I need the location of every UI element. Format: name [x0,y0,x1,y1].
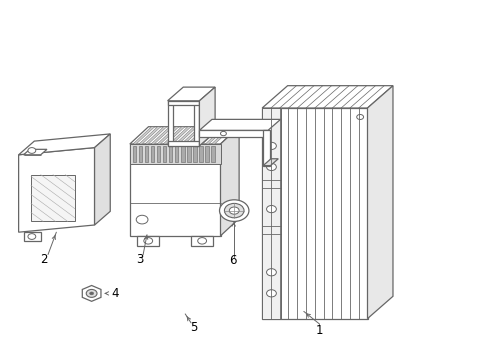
Bar [181,146,185,162]
Bar [31,175,75,221]
Polygon shape [212,127,233,144]
Bar [133,146,136,162]
Bar [187,146,191,162]
Polygon shape [199,120,281,130]
Bar [193,146,196,162]
Circle shape [28,234,36,239]
Circle shape [224,203,244,218]
Polygon shape [19,148,95,232]
Bar [130,144,220,236]
Bar [212,146,215,162]
Bar [205,146,209,162]
Text: 2: 2 [40,253,48,266]
Bar [157,146,160,162]
Polygon shape [169,127,191,144]
Polygon shape [168,87,215,101]
Bar [169,146,172,162]
Polygon shape [199,127,221,144]
Bar [163,146,167,162]
Polygon shape [368,86,393,319]
Text: 5: 5 [190,321,197,334]
Text: 1: 1 [316,324,323,337]
Polygon shape [163,127,185,144]
Circle shape [28,148,36,153]
Bar [262,108,281,319]
Polygon shape [130,127,239,144]
Circle shape [357,114,364,120]
Bar [151,146,154,162]
Polygon shape [205,127,227,144]
Bar [137,236,159,246]
Bar [199,130,268,137]
Polygon shape [157,127,179,144]
Polygon shape [151,127,173,144]
Polygon shape [220,127,239,236]
Circle shape [197,238,206,244]
Bar [139,146,142,162]
Polygon shape [139,127,161,144]
Circle shape [267,142,276,149]
Bar [194,101,199,146]
Polygon shape [95,134,110,225]
Polygon shape [181,127,203,144]
Circle shape [267,206,276,213]
Bar [175,146,178,162]
Text: 6: 6 [229,255,237,267]
Bar [168,141,199,146]
Polygon shape [82,285,101,301]
Polygon shape [262,86,393,108]
Bar [191,236,213,246]
Circle shape [90,292,94,295]
Circle shape [86,289,97,297]
Circle shape [267,290,276,297]
Polygon shape [145,127,167,144]
Circle shape [136,215,148,224]
Polygon shape [24,149,47,155]
Polygon shape [187,127,209,144]
Bar [24,232,41,241]
Text: 4: 4 [112,287,119,300]
Circle shape [267,163,276,171]
Bar [199,146,203,162]
Bar [145,146,148,162]
Bar [130,144,220,164]
Bar [168,101,173,146]
Circle shape [229,207,239,214]
Circle shape [267,269,276,276]
Bar [262,108,368,319]
Bar [263,130,270,166]
Polygon shape [193,127,215,144]
Text: 3: 3 [136,253,144,266]
Polygon shape [199,87,215,146]
Circle shape [220,131,226,136]
Circle shape [144,238,153,244]
Polygon shape [19,134,110,155]
Polygon shape [263,159,278,166]
Circle shape [220,200,249,221]
Polygon shape [133,127,155,144]
Polygon shape [175,127,197,144]
Bar [168,101,199,105]
